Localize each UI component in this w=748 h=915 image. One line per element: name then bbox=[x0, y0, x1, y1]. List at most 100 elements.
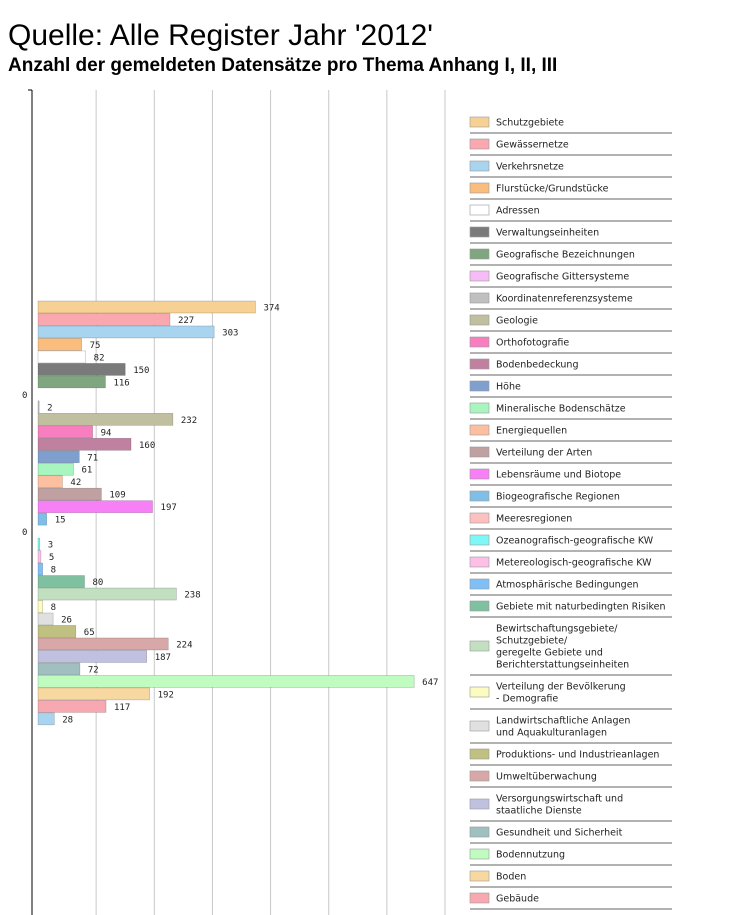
legend-swatch bbox=[469, 848, 490, 860]
bars: 3742273037582150116022329416071614210919… bbox=[22, 300, 438, 725]
bar bbox=[37, 375, 106, 389]
legend-label: Landwirtschaftliche Anlagen und Aquakultu… bbox=[496, 716, 630, 739]
legend-label: Höhe bbox=[496, 382, 521, 393]
legend-swatch bbox=[469, 270, 490, 282]
legend-swatch bbox=[469, 770, 490, 782]
legend-swatch bbox=[469, 314, 490, 326]
legend-label: Energiequellen bbox=[496, 426, 567, 437]
legend-swatch bbox=[469, 402, 490, 414]
legend-label: Geografische Gittersysteme bbox=[496, 272, 629, 283]
value-label: 82 bbox=[94, 353, 105, 363]
legend-swatch bbox=[469, 138, 490, 150]
bar bbox=[37, 550, 42, 563]
chart-title: Quelle: Alle Register Jahr '2012' bbox=[8, 19, 433, 52]
legend-label: Bewirtschaftungsgebiete/Schutzgebiete/ge… bbox=[496, 624, 629, 671]
bar bbox=[37, 600, 43, 613]
legend-label: Versorgungswirtschaft und staatliche Dien… bbox=[496, 794, 623, 817]
value-label: 61 bbox=[81, 466, 92, 476]
legend-swatch bbox=[469, 336, 490, 348]
legend-swatch bbox=[469, 534, 490, 546]
bar bbox=[37, 662, 81, 676]
value-label: 42 bbox=[70, 478, 81, 488]
value-label: 150 bbox=[133, 366, 149, 376]
value-label: 8 bbox=[51, 603, 56, 613]
legend-label: Verteilung der Bevölkerung - Demografie bbox=[496, 682, 626, 705]
legend-swatch bbox=[469, 160, 490, 172]
bar bbox=[37, 300, 256, 314]
legend-label: Orthofotografie bbox=[496, 338, 569, 349]
legend-label: Schutzgebiete bbox=[496, 118, 564, 129]
legend-label: Gewässernetze bbox=[496, 140, 569, 151]
value-label: 0 bbox=[22, 391, 27, 401]
value-label: 94 bbox=[101, 428, 112, 438]
value-label: 303 bbox=[222, 328, 238, 338]
legend-swatch bbox=[469, 600, 490, 612]
legend-label: Gesundheit und Sicherheit bbox=[496, 828, 623, 839]
value-label: 109 bbox=[109, 491, 125, 501]
bar bbox=[37, 587, 177, 601]
value-label: 75 bbox=[90, 341, 101, 351]
value-label: 8 bbox=[51, 566, 56, 576]
bar bbox=[37, 675, 415, 688]
legend-label: Geologie bbox=[496, 316, 538, 327]
legend-swatch bbox=[469, 424, 490, 436]
legend-swatch bbox=[469, 490, 490, 502]
legend-label: Verwaltungseinheiten bbox=[496, 228, 599, 239]
legend-label: Biogeografische Regionen bbox=[496, 492, 620, 503]
bar bbox=[37, 363, 126, 376]
legend-label: Umweltüberwachung bbox=[496, 772, 597, 783]
legend-swatch bbox=[469, 826, 490, 838]
legend-label: Boden bbox=[496, 872, 526, 883]
value-label: 2 bbox=[47, 403, 52, 413]
value-label: 80 bbox=[93, 578, 104, 588]
legend-label: Bodenbedeckung bbox=[496, 360, 578, 371]
legend-swatch bbox=[469, 226, 490, 238]
value-label: 187 bbox=[155, 653, 171, 663]
value-label: 647 bbox=[422, 678, 438, 688]
value-label: 26 bbox=[61, 616, 72, 626]
legend-swatch bbox=[469, 182, 490, 194]
value-label: 238 bbox=[184, 591, 200, 601]
bar bbox=[37, 325, 215, 339]
bar bbox=[37, 338, 82, 351]
legend-swatch bbox=[469, 468, 490, 480]
bar bbox=[37, 625, 77, 638]
value-label: 117 bbox=[114, 703, 130, 713]
legend-label: Verteilung der Arten bbox=[496, 448, 592, 459]
legend-label: Gebäude bbox=[496, 894, 539, 905]
bar bbox=[37, 475, 63, 489]
bar bbox=[37, 400, 40, 414]
legend-label: Lebensräume und Biotope bbox=[496, 470, 621, 481]
value-label: 160 bbox=[139, 441, 155, 451]
legend-swatch bbox=[469, 446, 490, 458]
legend-swatch bbox=[469, 720, 490, 732]
value-label: 224 bbox=[176, 640, 192, 650]
value-label: 192 bbox=[158, 690, 174, 700]
legend-swatch bbox=[469, 686, 490, 698]
value-label: 116 bbox=[113, 378, 129, 388]
bar bbox=[37, 637, 169, 651]
value-label: 28 bbox=[62, 715, 73, 725]
legend-swatch bbox=[469, 248, 490, 260]
bar bbox=[37, 350, 86, 364]
legend-swatch bbox=[469, 640, 490, 652]
grid bbox=[95, 90, 446, 915]
chart-subtitle: Anzahl der gemeldeten Datensätze pro The… bbox=[8, 55, 557, 76]
bar bbox=[37, 462, 74, 476]
bar bbox=[37, 687, 150, 701]
legend-label: Verkehrsnetze bbox=[496, 162, 564, 173]
value-label: 72 bbox=[88, 665, 99, 675]
bar bbox=[37, 562, 43, 576]
bar bbox=[37, 575, 85, 588]
value-label: 15 bbox=[55, 516, 66, 526]
legend-swatch bbox=[469, 892, 490, 904]
legend-swatch bbox=[469, 512, 490, 524]
bar bbox=[37, 437, 132, 451]
bar bbox=[37, 313, 171, 326]
legend-label: Koordinatenreferenzsysteme bbox=[496, 294, 633, 305]
legend-label: Atmosphärische Bedingungen bbox=[496, 580, 639, 591]
bar bbox=[37, 612, 54, 626]
bar bbox=[37, 500, 153, 513]
value-label: 197 bbox=[161, 503, 177, 513]
legend: Schutzgebiete Gewässernetze Verkehrsnetze F… bbox=[469, 116, 672, 910]
